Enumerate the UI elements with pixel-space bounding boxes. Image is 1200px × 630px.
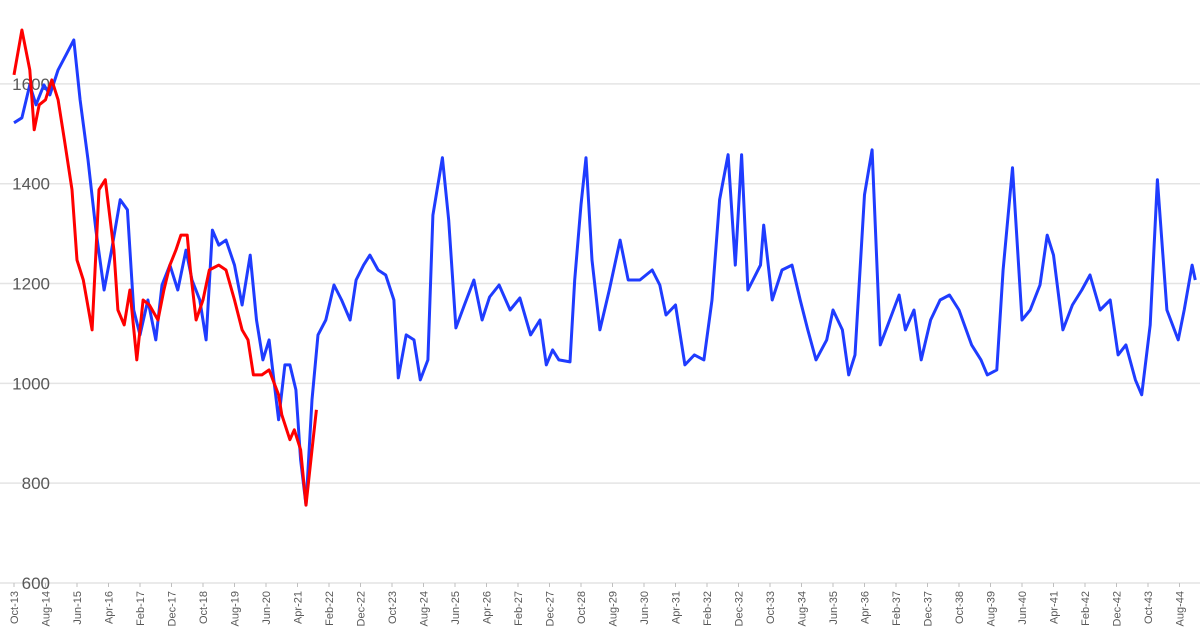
x-tick-label: Aug-14 [41,591,53,626]
x-tick-label: Jun-40 [1017,591,1029,625]
x-tick-label: Apr-41 [1049,591,1061,624]
x-tick-label: Dec-32 [734,591,746,626]
x-tick-label: Aug-34 [797,591,809,626]
y-tick-label: 1000 [12,374,50,393]
x-tick-label: Jun-20 [261,591,273,625]
x-tick-label: Feb-32 [702,591,714,626]
x-tick-label: Feb-22 [324,591,336,626]
x-tick-label: Jun-35 [828,591,840,625]
x-tick-label: Oct-18 [198,591,210,624]
x-tick-label: Apr-26 [482,591,494,624]
y-tick-label: 800 [22,474,50,493]
series-line [13,38,1197,507]
x-tick-label: Dec-42 [1112,591,1124,626]
x-tick-label: Oct-38 [954,591,966,624]
x-tick-label: Oct-33 [765,591,777,624]
y-tick-label: 600 [22,574,50,593]
y-tick-label: 1400 [12,175,50,194]
x-tick-label: Dec-22 [356,591,368,626]
x-tick-label: Jun-25 [450,591,462,625]
x-tick-label: Oct-13 [9,591,21,624]
x-tick-label: Apr-31 [671,591,683,624]
x-tick-label: Dec-27 [545,591,557,626]
x-tick-label: Aug-44 [1175,591,1187,626]
x-tick-label: Feb-27 [513,591,525,626]
x-tick-label: Oct-43 [1143,591,1155,624]
x-tick-label: Apr-16 [104,591,116,624]
x-tick-label: Apr-21 [293,591,305,624]
x-tick-label: Feb-17 [135,591,147,626]
x-tick-label: Feb-37 [891,591,903,626]
x-tick-label: Oct-28 [576,591,588,624]
x-tick-label: Aug-19 [230,591,242,626]
x-tick-label: Jun-15 [72,591,84,625]
x-tick-label: Apr-36 [860,591,872,624]
x-tick-label: Aug-24 [419,591,431,626]
x-tick-label: Dec-37 [923,591,935,626]
x-tick-label: Feb-42 [1080,591,1092,626]
x-tick-label: Oct-23 [387,591,399,624]
x-tick-label: Jun-30 [639,591,651,625]
x-tick-label: Aug-39 [986,591,998,626]
x-tick-label: Aug-29 [608,591,620,626]
y-tick-label: 1200 [12,275,50,294]
series-line [12,28,318,507]
x-tick-label: Dec-17 [167,591,179,626]
